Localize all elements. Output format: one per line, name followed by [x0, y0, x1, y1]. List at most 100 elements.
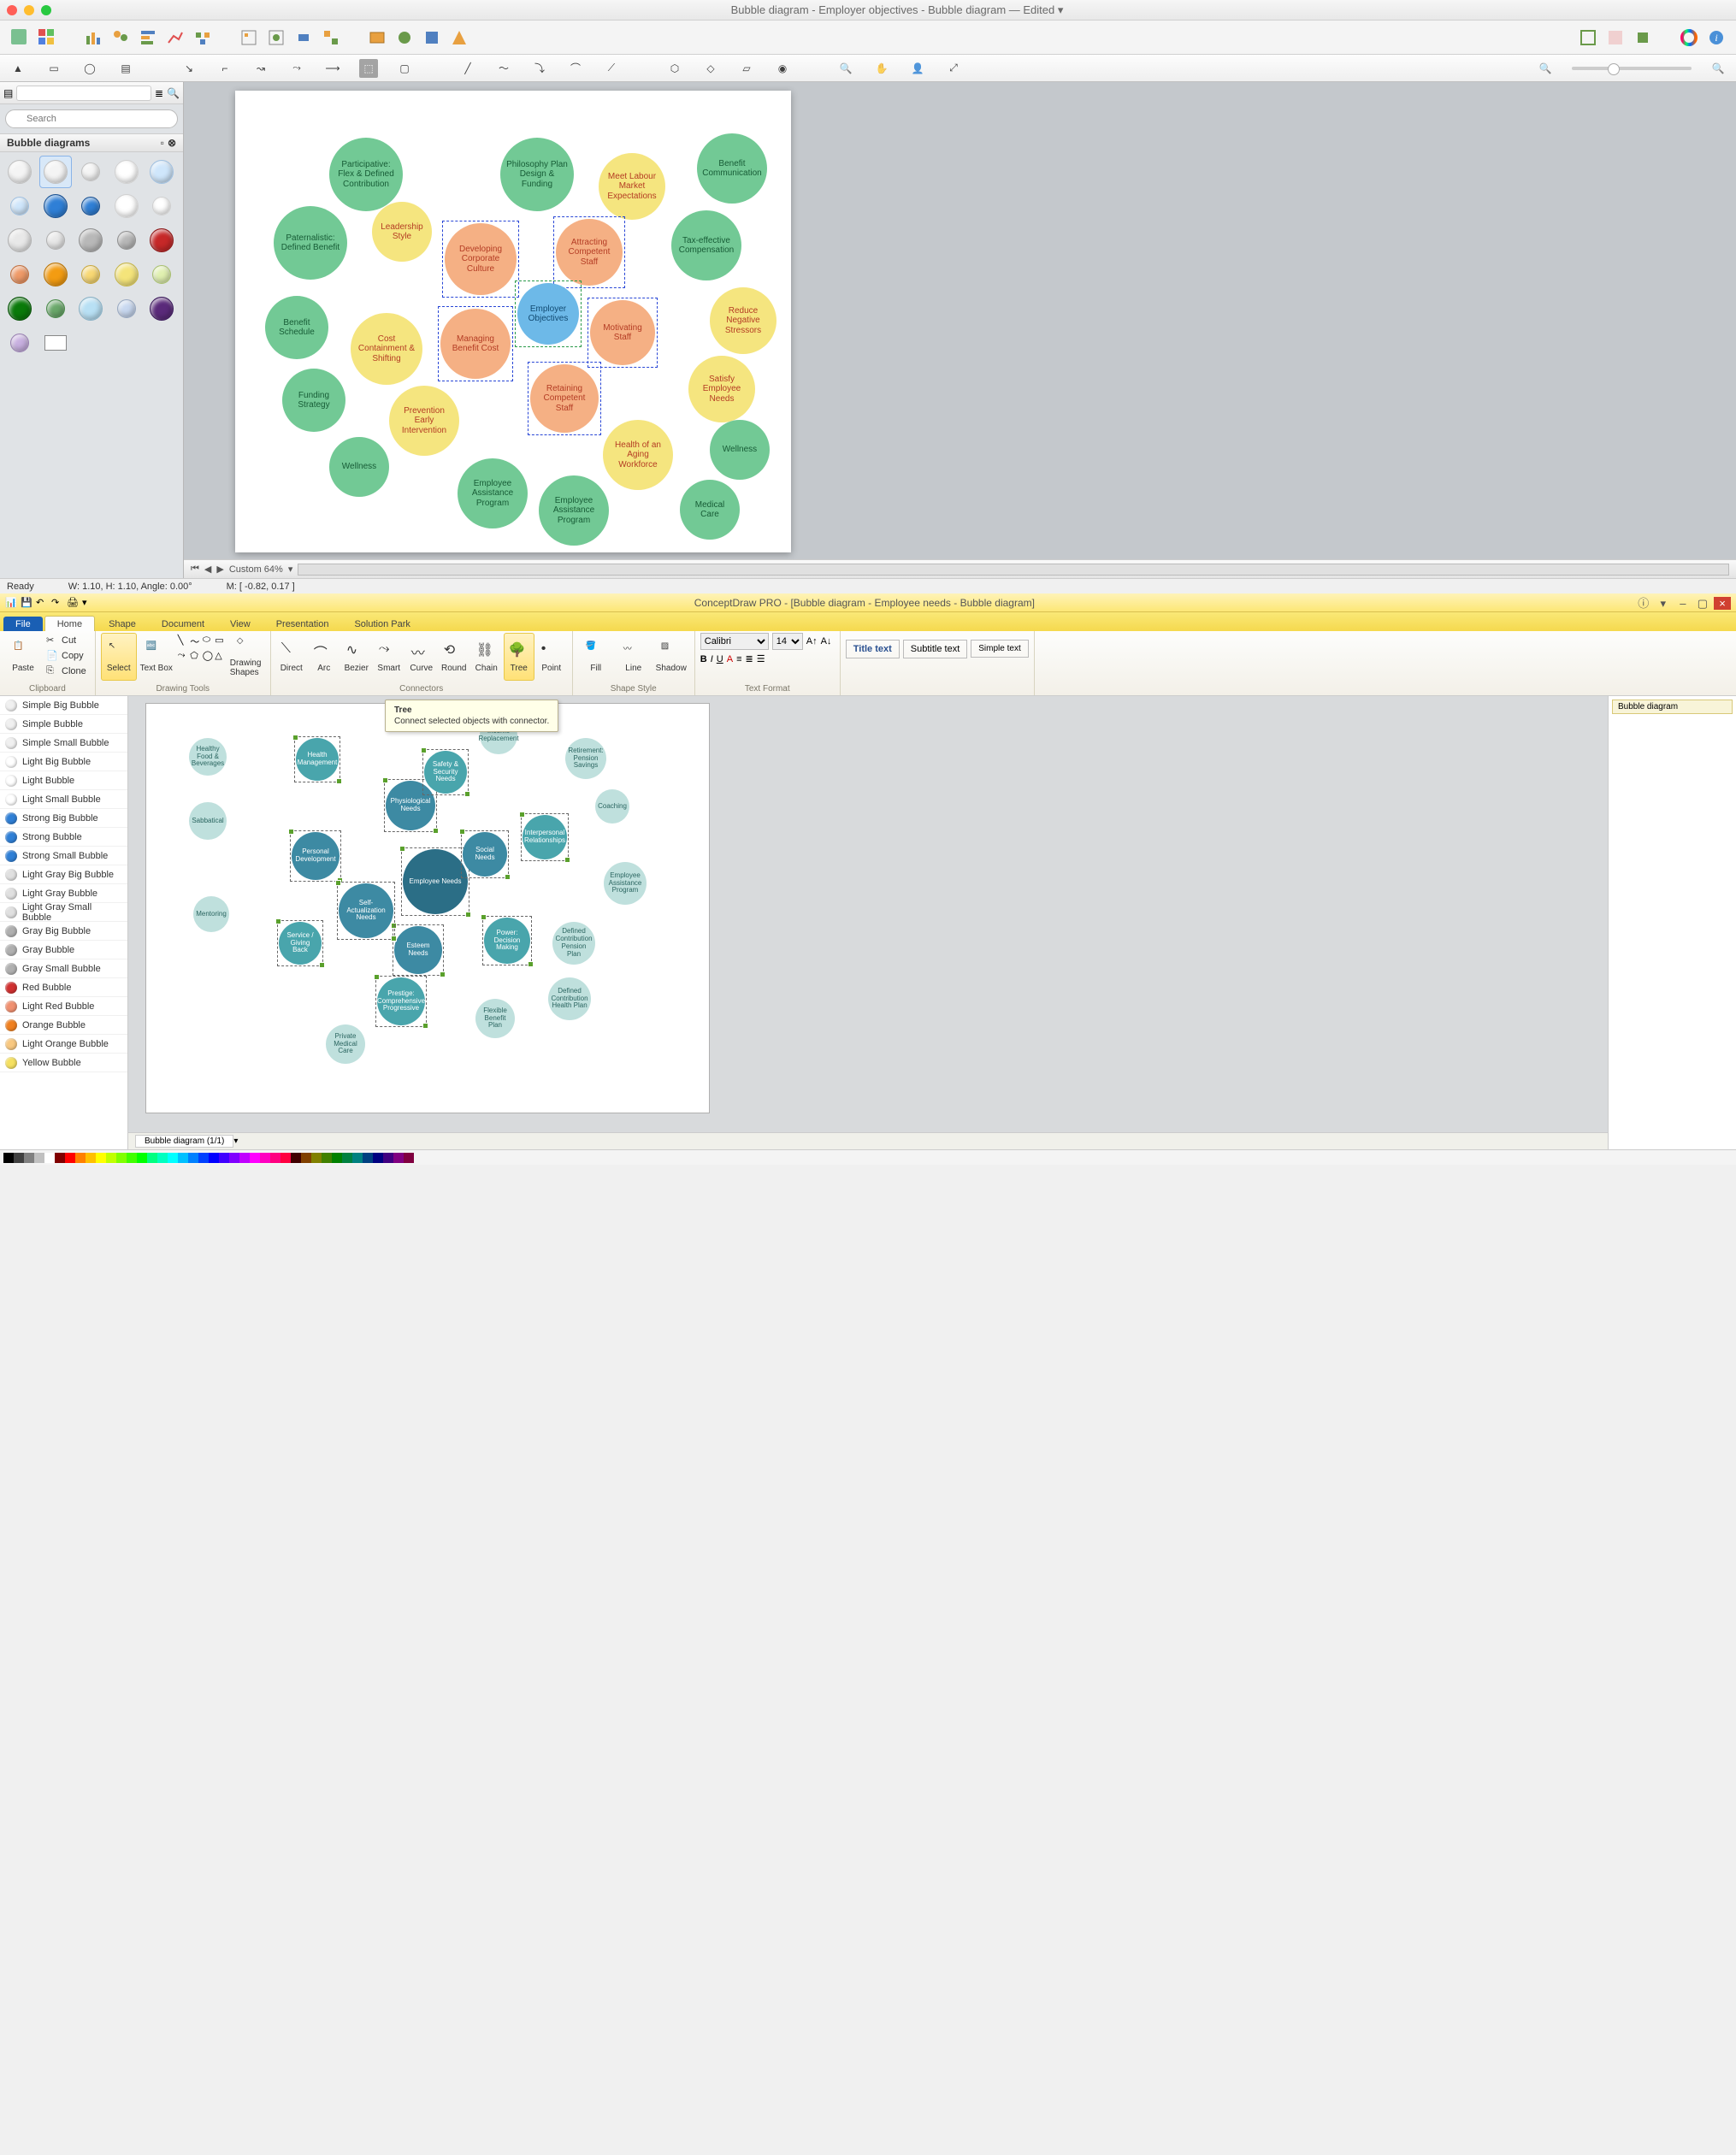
diagram-bubble[interactable]: Developing Corporate Culture	[445, 223, 517, 295]
diagram-bubble[interactable]: Prevention Early Intervention	[389, 386, 459, 456]
color-swatch[interactable]	[198, 1153, 209, 1163]
diagram-bubble[interactable]: Employee Assistance Program	[458, 458, 528, 528]
draw-shape-6[interactable]: ⬠	[190, 650, 201, 661]
zoom-slider[interactable]	[1572, 67, 1692, 70]
color-swatch[interactable]	[209, 1153, 219, 1163]
color-swatch[interactable]	[250, 1153, 260, 1163]
diagram-bubble[interactable]: Defined Contribution Health Plan	[548, 977, 591, 1020]
right-panel-tab[interactable]: Bubble diagram	[1612, 700, 1733, 714]
palette-item[interactable]	[110, 224, 143, 257]
diagram-bubble[interactable]: Attracting Competent Staff	[556, 219, 623, 286]
sidebar-list-icon[interactable]: ▤	[3, 87, 13, 99]
tab-document[interactable]: Document	[150, 617, 216, 631]
close-icon[interactable]	[7, 5, 17, 15]
fill-button[interactable]: 🪣Fill	[578, 633, 614, 681]
palette-item[interactable]	[3, 156, 36, 188]
font-size-select[interactable]: 14	[772, 633, 803, 650]
chart-icon-5[interactable]	[192, 27, 214, 49]
draw-shape-7[interactable]: ◯	[203, 650, 214, 661]
tool-icon-2[interactable]	[393, 27, 416, 49]
tool-icon-3[interactable]	[421, 27, 443, 49]
zoom-dropdown-icon[interactable]: ▾	[288, 564, 293, 575]
color-wheel-icon[interactable]	[1678, 27, 1700, 49]
page-tab-dropdown[interactable]: ▾	[233, 1137, 238, 1146]
mac-titlebar[interactable]: Bubble diagram - Employer objectives - B…	[0, 0, 1736, 21]
mac-canvas[interactable]: Participative: Flex & Defined Contributi…	[184, 82, 1736, 578]
mac-page[interactable]: Participative: Flex & Defined Contributi…	[235, 91, 791, 552]
color-swatch[interactable]	[106, 1153, 116, 1163]
color-swatch[interactable]	[34, 1153, 44, 1163]
diagram-bubble[interactable]: Personal Development	[292, 832, 340, 880]
diagram-bubble[interactable]: Safety & Security Needs	[424, 751, 467, 794]
diagram-bubble[interactable]: Employee Assistance Program	[604, 862, 647, 905]
tab-home[interactable]: Home	[44, 616, 95, 631]
palette-item[interactable]	[74, 224, 107, 257]
hand-tool-icon[interactable]: ✋	[872, 59, 891, 78]
diagram-bubble[interactable]: Social Needs	[463, 832, 507, 877]
diagram-bubble[interactable]: Interpersonal Relationships	[523, 815, 567, 859]
textbox-button[interactable]: 🔤Text Box	[139, 633, 174, 681]
palette-item[interactable]	[3, 258, 36, 291]
color-swatch[interactable]	[404, 1153, 414, 1163]
horizontal-scrollbar[interactable]	[298, 564, 1729, 576]
minimize-button[interactable]: –	[1674, 597, 1692, 610]
color-swatch[interactable]	[342, 1153, 352, 1163]
palette-item[interactable]	[145, 190, 178, 222]
diagram-bubble[interactable]: Satisfy Employee Needs	[688, 356, 755, 422]
save-icon[interactable]: 💾	[21, 597, 32, 609]
color-swatch[interactable]	[188, 1153, 198, 1163]
shape-list-item[interactable]: Strong Small Bubble	[0, 847, 127, 865]
color-swatch[interactable]	[96, 1153, 106, 1163]
line-icon-2[interactable]: 〜	[494, 59, 513, 78]
palette-item[interactable]	[110, 156, 143, 188]
color-swatch[interactable]	[301, 1153, 311, 1163]
diagram-bubble[interactable]: Power: Decision Making	[484, 918, 530, 964]
connector-smart-button[interactable]: ⤳Smart	[374, 633, 404, 681]
grow-font-icon[interactable]: A↑	[806, 636, 818, 646]
tab-solution-park[interactable]: Solution Park	[342, 617, 422, 631]
conn-icon-5[interactable]: ⟶	[323, 59, 342, 78]
shape-list-item[interactable]: Gray Small Bubble	[0, 959, 127, 978]
win-page[interactable]: Employee NeedsPhysiological NeedsSocial …	[145, 703, 710, 1113]
color-swatch[interactable]	[219, 1153, 229, 1163]
text-icon[interactable]: ▤	[116, 59, 135, 78]
color-swatch[interactable]	[239, 1153, 250, 1163]
conn-icon-2[interactable]: ⌐	[216, 59, 234, 78]
diagram-bubble[interactable]: Motivating Staff	[590, 300, 655, 365]
conn-icon-1[interactable]: ↘	[180, 59, 198, 78]
tab-shape[interactable]: Shape	[97, 617, 148, 631]
diagram-bubble[interactable]: Reduce Negative Stressors	[710, 287, 776, 354]
undo-icon[interactable]: ↶	[36, 597, 48, 609]
palette-item[interactable]	[110, 190, 143, 222]
connector-curve-button[interactable]: 〰Curve	[406, 633, 437, 681]
draw-shape-8[interactable]: △	[215, 650, 226, 661]
color-swatch[interactable]	[3, 1153, 14, 1163]
font-family-select[interactable]: Calibri	[700, 633, 769, 650]
sidebar-view-icon[interactable]: ≣	[155, 87, 163, 99]
draw-shape-5[interactable]: ⤳	[178, 650, 189, 661]
shape-list-item[interactable]: Light Orange Bubble	[0, 1035, 127, 1054]
view-icon-1[interactable]	[1577, 27, 1599, 49]
color-swatch[interactable]	[291, 1153, 301, 1163]
shadow-button[interactable]: ▨Shadow	[653, 633, 689, 681]
draw-shape-2[interactable]: 〜	[190, 635, 201, 648]
diagram-bubble[interactable]: Flexible Benefit Plan	[475, 999, 515, 1038]
shape-list-item[interactable]: Orange Bubble	[0, 1016, 127, 1035]
palette-multi-icon[interactable]	[36, 27, 58, 49]
color-swatch[interactable]	[178, 1153, 188, 1163]
sidebar-search-icon[interactable]: 🔍	[167, 87, 180, 99]
select-button[interactable]: ↖Select	[101, 633, 137, 681]
shape-tool-2[interactable]: ◇	[701, 59, 720, 78]
diagram-bubble[interactable]: Wellness	[329, 437, 389, 497]
conn-icon-6[interactable]: ⬚	[359, 59, 378, 78]
color-swatch[interactable]	[229, 1153, 239, 1163]
maximize-button[interactable]: ▢	[1694, 597, 1711, 611]
shape-list-item[interactable]: Strong Big Bubble	[0, 809, 127, 828]
chart-icon-4[interactable]	[164, 27, 186, 49]
app-icon[interactable]: 📊	[5, 597, 17, 609]
shape-list-item[interactable]: Yellow Bubble	[0, 1054, 127, 1072]
layout-icon-3[interactable]	[292, 27, 315, 49]
layout-icon-2[interactable]	[265, 27, 287, 49]
tool-icon-1[interactable]	[366, 27, 388, 49]
palette-item[interactable]	[74, 258, 107, 291]
